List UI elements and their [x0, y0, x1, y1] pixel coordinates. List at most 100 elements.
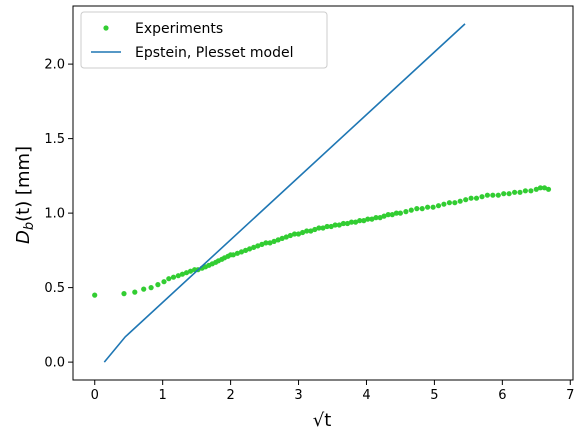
legend-swatch-marker	[103, 25, 109, 31]
data-point	[517, 189, 523, 195]
y-axis-label-main: D	[13, 230, 34, 244]
data-point	[381, 213, 387, 219]
data-point	[308, 228, 314, 234]
data-point	[187, 268, 194, 274]
data-point	[166, 276, 172, 282]
y-tick-label: 0.0	[44, 356, 65, 371]
data-point	[501, 191, 507, 197]
data-point	[234, 250, 240, 256]
data-point	[365, 216, 371, 222]
data-point	[393, 210, 399, 216]
data-point	[528, 188, 534, 194]
data-point	[332, 222, 338, 228]
data-point	[155, 282, 161, 288]
data-point	[300, 229, 306, 236]
x-tick-label: 5	[430, 388, 438, 403]
data-point	[506, 191, 512, 197]
data-point	[403, 209, 409, 215]
data-point	[340, 220, 346, 227]
legend-label: Experiments	[135, 21, 223, 37]
data-point	[385, 212, 391, 218]
data-point	[344, 220, 351, 227]
data-point	[533, 186, 539, 192]
data-point	[255, 243, 261, 249]
data-point	[336, 222, 342, 228]
data-point	[279, 235, 285, 241]
data-point	[271, 238, 277, 244]
axes-frame	[72, 5, 574, 381]
data-point	[397, 210, 403, 216]
y-axis-label-rest: (t) [mm]	[13, 146, 34, 222]
y-tick-label: 0.5	[44, 281, 65, 296]
data-point	[468, 195, 474, 201]
data-point	[541, 185, 548, 191]
y-tick-label: 2.0	[44, 58, 65, 73]
data-point	[408, 207, 414, 213]
data-point	[148, 285, 154, 291]
x-axis: 0 1 2 3 4 5 6 7	[91, 380, 574, 403]
x-axis-label: √t	[313, 410, 332, 431]
x-tick-label: 2	[226, 388, 234, 403]
y-tick-label: 1.5	[44, 132, 65, 147]
data-point	[430, 204, 436, 210]
data-point	[175, 273, 181, 279]
data-point	[263, 240, 269, 246]
data-point	[275, 237, 281, 243]
data-point	[304, 228, 310, 234]
data-point	[287, 232, 293, 239]
plot-area	[72, 5, 574, 381]
data-point	[457, 198, 463, 204]
data-point	[267, 240, 273, 246]
data-point	[452, 200, 458, 206]
x-tick-label: 4	[362, 388, 370, 403]
data-point	[545, 186, 552, 192]
data-point	[132, 289, 138, 295]
series-line-model	[103, 23, 466, 363]
data-point	[435, 203, 442, 209]
data-point	[348, 219, 355, 225]
data-point	[414, 206, 420, 212]
data-point	[295, 231, 302, 237]
data-point	[353, 219, 359, 225]
data-point	[425, 204, 431, 210]
y-axis-label: Db(t) [mm]	[13, 146, 37, 244]
data-point	[161, 279, 167, 285]
x-tick-label: 3	[294, 388, 302, 403]
data-point	[373, 215, 379, 221]
data-point	[230, 252, 236, 258]
data-point	[324, 223, 330, 230]
data-point	[291, 231, 298, 237]
x-tick-label: 1	[159, 388, 167, 403]
data-point	[511, 189, 518, 195]
data-point	[121, 291, 127, 297]
data-point	[369, 216, 375, 222]
data-point	[490, 192, 496, 198]
data-point	[328, 223, 334, 230]
data-point	[357, 218, 363, 224]
data-point	[259, 241, 265, 247]
data-point	[283, 234, 289, 240]
x-tick-label: 6	[498, 388, 506, 403]
data-point	[361, 218, 367, 224]
data-point	[251, 244, 257, 250]
x-tick-label: 0	[91, 388, 99, 403]
data-point	[312, 226, 318, 233]
data-point	[247, 246, 253, 252]
data-point	[320, 225, 326, 231]
axis-labels: √t Db(t) [mm]	[13, 146, 331, 431]
y-axis: 0.0 0.5 1.0 1.5 2.0	[44, 58, 73, 371]
data-point	[170, 274, 177, 280]
y-axis-label-sub: b	[22, 222, 37, 230]
data-point	[141, 286, 147, 292]
data-point	[463, 197, 469, 203]
y-tick-label: 1.0	[44, 207, 65, 222]
data-point	[183, 270, 190, 276]
data-point	[92, 292, 98, 298]
data-point	[522, 188, 529, 194]
data-point	[377, 215, 383, 221]
data-point	[479, 194, 485, 200]
legend-box	[80, 11, 328, 69]
data-point	[537, 185, 544, 191]
data-point	[495, 192, 501, 198]
